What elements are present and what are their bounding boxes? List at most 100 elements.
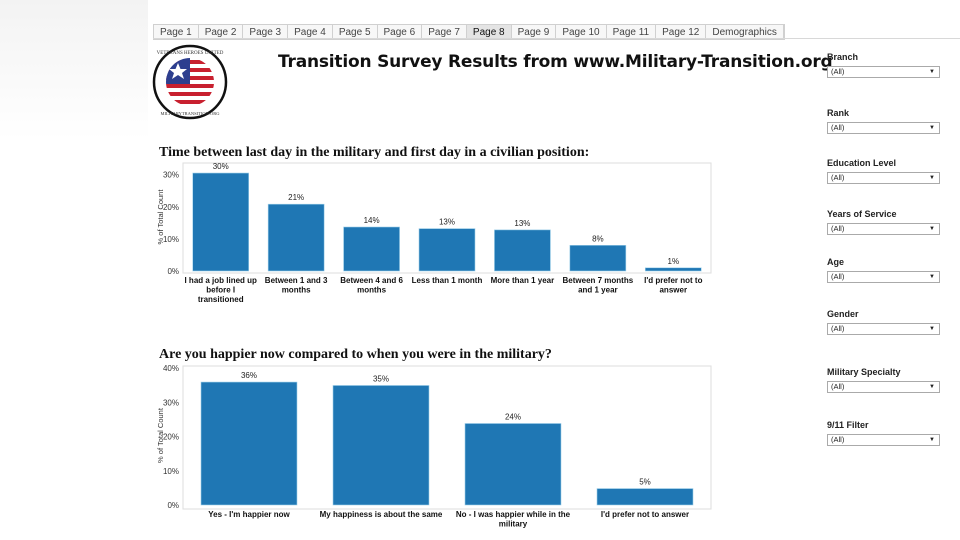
age-dropdown[interactable]: (All) ▼ bbox=[827, 271, 940, 283]
y-tick-label: 30% bbox=[163, 171, 179, 180]
filter-years-of-service: Years of Service (All) ▼ bbox=[827, 209, 940, 235]
dropdown-arrow-icon: ▼ bbox=[929, 437, 935, 443]
happiness-bar-chart: 0% 10% 20% 30% 40% % of Total Count 36% Yes - I… bbox=[156, 364, 712, 529]
filter-label: Age bbox=[827, 257, 845, 267]
dropdown-arrow-icon: ▼ bbox=[929, 175, 935, 181]
filter-label: Gender bbox=[827, 309, 859, 319]
bar bbox=[192, 172, 250, 272]
bar bbox=[332, 385, 430, 506]
filter-gender: Gender (All) ▼ bbox=[827, 309, 940, 335]
tab-page-3[interactable]: Page 3 bbox=[243, 25, 289, 39]
x-category-label: months bbox=[282, 286, 311, 295]
x-category-label: and 1 year bbox=[578, 286, 618, 295]
x-category-label: Less than 1 month bbox=[412, 276, 483, 285]
filter-label: Branch bbox=[827, 52, 859, 62]
x-category-label: before I bbox=[206, 286, 235, 295]
military-specialty-dropdown[interactable]: (All) ▼ bbox=[827, 381, 940, 393]
x-category-label: months bbox=[357, 286, 386, 295]
x-category-label: Yes - I'm happier now bbox=[208, 510, 290, 519]
filter-rank: Rank (All) ▼ bbox=[827, 108, 940, 134]
filter-label: 9/11 Filter bbox=[827, 420, 869, 430]
x-category-label: My happiness is about the same bbox=[320, 510, 443, 519]
y-axis-label: % of Total Count bbox=[156, 189, 165, 245]
bar bbox=[596, 488, 694, 506]
logo: VETERANS HEROES UNITED MILITARYTRANSITIO… bbox=[152, 44, 228, 120]
dropdown-arrow-icon: ▼ bbox=[929, 125, 935, 131]
branch-dropdown[interactable]: (All) ▼ bbox=[827, 66, 940, 78]
filter-label: Years of Service bbox=[827, 209, 897, 219]
dropdown-value: (All) bbox=[831, 67, 845, 76]
svg-text:VETERANS HEROES UNITED: VETERANS HEROES UNITED bbox=[157, 51, 224, 56]
data-label: 8% bbox=[592, 234, 604, 243]
bar bbox=[464, 423, 562, 506]
data-label: 30% bbox=[213, 162, 229, 171]
years-of-service-dropdown[interactable]: (All) ▼ bbox=[827, 223, 940, 235]
tab-demographics[interactable]: Demographics bbox=[706, 25, 784, 39]
transition-time-bar-chart: 0% 10% 20% 30% % of Total Count 30% I had a jo… bbox=[156, 162, 712, 304]
x-category-label: Between 1 and 3 bbox=[265, 276, 328, 285]
dropdown-value: (All) bbox=[831, 272, 845, 281]
filter-age: Age (All) ▼ bbox=[827, 257, 940, 283]
x-category-label: Between 7 months bbox=[563, 276, 634, 285]
tab-divider bbox=[153, 38, 960, 39]
tab-page-8[interactable]: Page 8 bbox=[466, 25, 512, 39]
dropdown-arrow-icon: ▼ bbox=[929, 69, 935, 75]
bar bbox=[343, 226, 400, 272]
tab-page-5[interactable]: Page 5 bbox=[333, 25, 378, 39]
x-category-label: I'd prefer not to bbox=[644, 276, 702, 285]
chart-title-happiness: Are you happier now compared to when you… bbox=[159, 347, 552, 362]
dropdown-arrow-icon: ▼ bbox=[929, 384, 935, 390]
bar bbox=[267, 203, 325, 272]
x-category-label: I had a job lined up bbox=[184, 276, 257, 285]
9-11-filter-dropdown[interactable]: (All) ▼ bbox=[827, 434, 940, 446]
tab-page-9[interactable]: Page 9 bbox=[512, 25, 557, 39]
filter-military-specialty: Military Specialty (All) ▼ bbox=[827, 367, 940, 393]
data-label: 24% bbox=[505, 412, 521, 421]
data-label: 21% bbox=[288, 193, 304, 202]
x-category-label: No - I was happier while in the bbox=[456, 510, 571, 519]
y-tick-label: 10% bbox=[163, 235, 179, 244]
y-tick-label: 20% bbox=[163, 203, 179, 212]
rank-dropdown[interactable]: (All) ▼ bbox=[827, 122, 940, 134]
tab-page-1[interactable]: Page 1 bbox=[154, 25, 199, 39]
dropdown-value: (All) bbox=[831, 173, 845, 182]
x-category-label: Between 4 and 6 bbox=[340, 276, 403, 285]
filter-education-level: Education Level (All) ▼ bbox=[827, 158, 940, 184]
tab-page-2[interactable]: Page 2 bbox=[199, 25, 244, 39]
tab-page-4[interactable]: Page 4 bbox=[288, 25, 333, 39]
x-category-label: transitioned bbox=[198, 295, 244, 304]
education-level-dropdown[interactable]: (All) ▼ bbox=[827, 172, 940, 184]
tab-page-6[interactable]: Page 6 bbox=[378, 25, 423, 39]
y-tick-label: 0% bbox=[167, 267, 179, 276]
dropdown-value: (All) bbox=[831, 224, 845, 233]
gender-dropdown[interactable]: (All) ▼ bbox=[827, 323, 940, 335]
dropdown-arrow-icon: ▼ bbox=[929, 326, 935, 332]
dropdown-arrow-icon: ▼ bbox=[929, 226, 935, 232]
bar bbox=[200, 381, 298, 506]
filter-label: Rank bbox=[827, 108, 850, 118]
filter-branch: Branch (All) ▼ bbox=[827, 52, 940, 78]
x-category-label: More than 1 year bbox=[491, 276, 555, 285]
dropdown-arrow-icon: ▼ bbox=[929, 274, 935, 280]
data-label: 5% bbox=[639, 478, 651, 487]
page-title: Transition Survey Results from www.Milit… bbox=[278, 52, 833, 72]
svg-text:MILITARYTRANSITION.ORG: MILITARYTRANSITION.ORG bbox=[160, 111, 220, 116]
filter-label: Military Specialty bbox=[827, 367, 901, 377]
bar bbox=[494, 229, 551, 272]
page-tabs: Page 1 Page 2 Page 3 Page 4 Page 5 Page 6 Page… bbox=[153, 24, 785, 40]
chart-title-transition-time: Time between last day in the military an… bbox=[159, 145, 590, 160]
y-tick-label: 0% bbox=[167, 501, 179, 510]
x-category-label: I'd prefer not to answer bbox=[601, 510, 689, 519]
tab-page-7[interactable]: Page 7 bbox=[422, 25, 467, 39]
tab-page-10[interactable]: Page 10 bbox=[556, 25, 607, 39]
data-label: 36% bbox=[241, 371, 257, 380]
tab-page-11[interactable]: Page 11 bbox=[607, 25, 657, 39]
filter-9-11-filter: 9/11 Filter (All) ▼ bbox=[827, 420, 940, 446]
tab-page-12[interactable]: Page 12 bbox=[656, 25, 707, 39]
data-label: 1% bbox=[668, 257, 680, 266]
y-tick-label: 30% bbox=[163, 398, 179, 407]
y-tick-label: 10% bbox=[163, 467, 179, 476]
y-tick-label: 40% bbox=[163, 364, 179, 373]
data-label: 35% bbox=[373, 374, 389, 383]
dropdown-value: (All) bbox=[831, 382, 845, 391]
